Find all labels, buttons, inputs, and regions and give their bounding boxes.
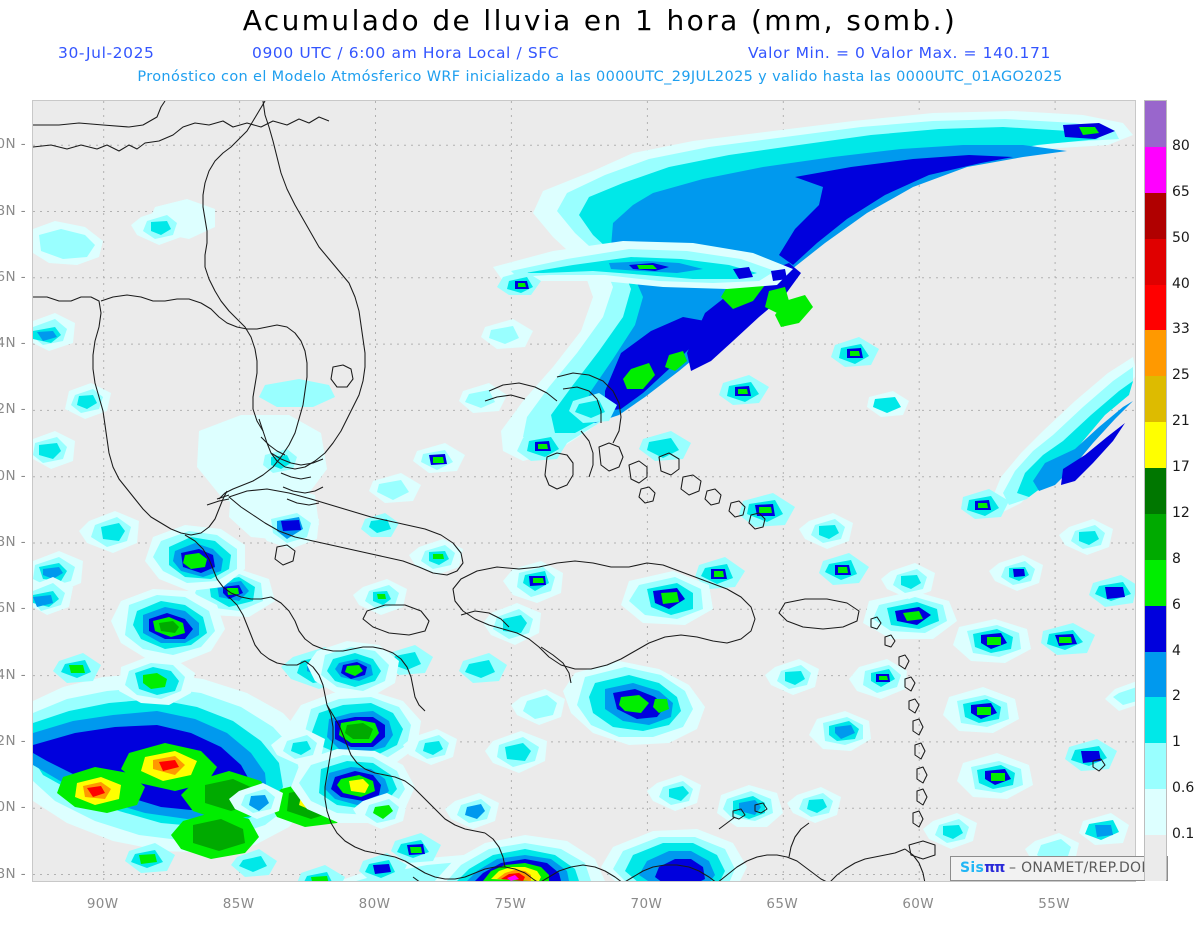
ytick-24N: 24N - bbox=[0, 335, 26, 352]
colorbar-label: 17 bbox=[1172, 459, 1190, 476]
forecast-model-note: Pronóstico con el Modelo Atmósferico WRF… bbox=[137, 69, 1063, 85]
colorbar-label: 21 bbox=[1172, 413, 1190, 430]
coastlines bbox=[33, 101, 1106, 881]
ytick-22N: 22N - bbox=[0, 401, 26, 418]
ytick-16N: 16N - bbox=[0, 600, 26, 617]
ytick-30N: 30N - bbox=[0, 136, 26, 153]
colorbar-label: 8 bbox=[1172, 550, 1181, 567]
colorbar-band bbox=[1145, 835, 1166, 881]
precipitation-map[interactable] bbox=[32, 100, 1136, 882]
map-plot-area: 30N - 28N - 26N - 24N - 22N - 20N - 18N … bbox=[0, 100, 1169, 912]
colorbar-label: 6 bbox=[1172, 596, 1181, 613]
xtick-80W: 80W bbox=[358, 896, 391, 912]
xtick-65W: 65W bbox=[766, 896, 799, 912]
xtick-70W: 70W bbox=[630, 896, 663, 912]
colorbar-band bbox=[1145, 192, 1166, 239]
colorbar-band bbox=[1145, 238, 1166, 285]
colorbar-band bbox=[1145, 468, 1166, 514]
colorbar-band bbox=[1145, 513, 1166, 560]
page-title: Acumulado de lluvia en 1 hora (mm, somb.… bbox=[242, 4, 958, 37]
colorbar-band bbox=[1145, 651, 1166, 698]
xtick-55W: 55W bbox=[1038, 896, 1070, 912]
ytick-26N: 26N - bbox=[0, 268, 26, 285]
forecast-time: 0900 UTC / 6:00 am Hora Local / SFC bbox=[252, 44, 560, 62]
colorbar-label: 1 bbox=[1172, 734, 1181, 751]
credit-badge: Sisππ – ONAMET/REP.DOM. bbox=[950, 856, 1169, 881]
colorbar-label: 2 bbox=[1172, 688, 1181, 705]
colorbar bbox=[1144, 100, 1167, 881]
colorbar-label: 50 bbox=[1172, 229, 1190, 246]
xtick-60W: 60W bbox=[902, 896, 935, 912]
colorbar-band bbox=[1145, 330, 1166, 377]
colorbar-label: 40 bbox=[1172, 275, 1190, 292]
colorbar-band bbox=[1145, 559, 1166, 606]
xtick-85W: 85W bbox=[222, 896, 255, 912]
ytick-18N: 18N - bbox=[0, 534, 26, 550]
colorbar-band bbox=[1145, 376, 1166, 423]
colorbar-label: 65 bbox=[1172, 183, 1190, 200]
xtick-90W: 90W bbox=[86, 896, 119, 912]
colorbar-label: 12 bbox=[1172, 504, 1190, 521]
ytick-14N: 14N - bbox=[0, 666, 26, 683]
credit-agency: – ONAMET/REP.DOM. bbox=[1009, 860, 1159, 876]
colorbar-band bbox=[1145, 101, 1166, 147]
colorbar-band bbox=[1145, 146, 1166, 193]
ytick-12N: 12N - bbox=[0, 732, 26, 749]
forecast-date: 30-Jul-2025 bbox=[58, 44, 155, 62]
value-min-max: Valor Min. = 0 Valor Max. = 140.171 bbox=[748, 44, 1051, 62]
colorbar-band bbox=[1145, 605, 1166, 652]
colorbar-label: 25 bbox=[1172, 367, 1190, 384]
ytick-20N: 20N - bbox=[0, 467, 26, 484]
colorbar-band bbox=[1145, 789, 1166, 835]
precip-shading bbox=[33, 111, 1135, 881]
colorbar-band bbox=[1145, 743, 1166, 790]
ytick-10N: 10N - bbox=[0, 799, 26, 816]
chart-header: Acumulado de lluvia en 1 hora (mm, somb.… bbox=[0, 0, 1200, 96]
colorbar-band bbox=[1145, 697, 1166, 744]
xtick-75W: 75W bbox=[494, 896, 527, 912]
colorbar-label: 80 bbox=[1172, 137, 1190, 154]
colorbar-label: 0.6 bbox=[1172, 780, 1195, 797]
ytick-8N: 8N - bbox=[0, 865, 26, 882]
credit-pi-icon: ππ bbox=[984, 860, 1005, 876]
colorbar-label: 33 bbox=[1172, 321, 1190, 338]
ytick-28N: 28N - bbox=[0, 202, 26, 219]
colorbar-label: 0.1 bbox=[1172, 826, 1195, 843]
colorbar-label: 4 bbox=[1172, 642, 1181, 659]
colorbar-band bbox=[1145, 422, 1166, 468]
colorbar-band bbox=[1145, 284, 1166, 331]
credit-sis: Sis bbox=[960, 860, 985, 876]
map-canvas bbox=[33, 101, 1135, 881]
